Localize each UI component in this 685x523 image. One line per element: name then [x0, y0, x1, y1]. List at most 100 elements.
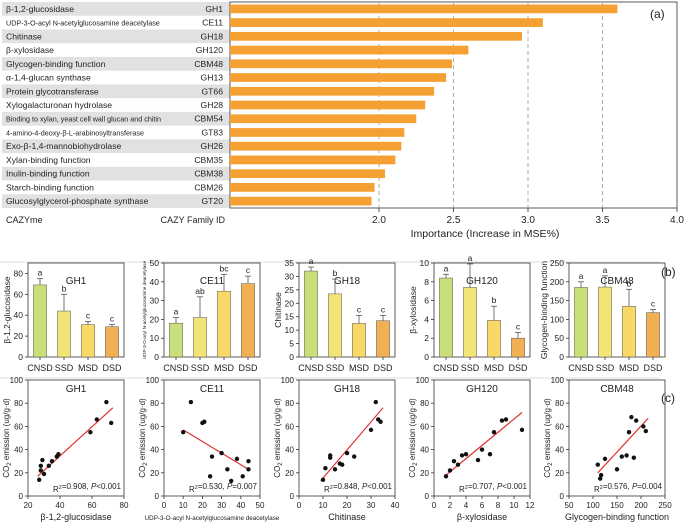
- family-id-label: GT83: [202, 127, 224, 137]
- data-point: [475, 457, 481, 463]
- scatter-subplot-gh120: GH120 0 20 40 60 80 100 CO2 emission (ug/g·d) 0 2…: [408, 376, 535, 522]
- y-tick-label: 20: [14, 331, 24, 341]
- y-tick-label: 20: [285, 298, 295, 308]
- x-tick-label: 50: [565, 501, 574, 510]
- cazyme-label: Starch-binding function: [6, 182, 94, 192]
- x-tick-label: 100: [586, 501, 600, 510]
- y-tick-label: 60: [555, 422, 564, 431]
- cazyme-label: Protein glycotransferase: [6, 86, 99, 96]
- x-tick-label: 20: [343, 501, 352, 510]
- significance-letter: a: [309, 256, 314, 266]
- y-tick-label: 100: [551, 376, 565, 385]
- y-tick-label: 80: [285, 399, 294, 408]
- family-id-label: GH120: [196, 45, 223, 55]
- plot-frame: [433, 379, 531, 497]
- significance-letter: a: [603, 265, 608, 275]
- x-category-label: MSD: [619, 363, 640, 373]
- data-point: [225, 467, 230, 472]
- data-point: [246, 467, 251, 472]
- significance-letter: ab: [195, 286, 205, 296]
- importance-bar: [230, 183, 375, 192]
- y-axis-title: Glycogen-binding function: [539, 261, 549, 360]
- y-tick-label: 20: [150, 469, 159, 478]
- significance-letter: c: [381, 304, 386, 314]
- data-point: [619, 454, 624, 459]
- y-tick-label: 0: [19, 492, 24, 501]
- importance-bar: [230, 141, 402, 151]
- x-tick-label: 2: [448, 501, 453, 510]
- x-category-label: CNSD: [568, 363, 594, 373]
- family-id-label: CBM26: [194, 182, 223, 192]
- family-id-label: GH28: [201, 100, 224, 110]
- data-point: [595, 462, 600, 467]
- x-tick-label: 40: [56, 501, 65, 510]
- x-tick-label: 60: [88, 501, 97, 510]
- subplot-title: CBM48: [600, 384, 634, 395]
- importance-bar: [230, 169, 385, 179]
- data-point: [631, 455, 636, 460]
- x-tick-label: 2.0: [372, 215, 386, 226]
- data-point: [94, 417, 100, 422]
- data-point: [40, 457, 45, 463]
- x-category-label: SSD: [326, 363, 345, 373]
- label-row-bg: [2, 111, 230, 126]
- cazyme-label: β-xylosidase: [6, 45, 54, 55]
- significance-letter: c: [86, 310, 91, 320]
- x-category-label: MSD: [349, 363, 370, 373]
- plot-frame: [163, 262, 261, 358]
- column-header-family: CAZY Family ID: [161, 215, 226, 225]
- y-tick-label: 0: [424, 352, 429, 362]
- bar: [169, 322, 183, 358]
- regression-stats: R2=0.848, P<0.001: [324, 482, 393, 494]
- x-category-label: MSD: [484, 363, 505, 373]
- data-point: [88, 430, 93, 435]
- data-point: [455, 462, 461, 467]
- significance-letter: c: [516, 322, 521, 332]
- y-tick-label: 80: [14, 268, 24, 278]
- significance-letter: c: [651, 299, 656, 309]
- subplot-title: CE11: [200, 276, 225, 287]
- panel-b-bar-charts: (b)GH1020406080β-1,2-glucosidaseaCNSDbSS…: [0, 253, 676, 373]
- data-point: [459, 453, 465, 458]
- data-point: [602, 456, 608, 462]
- bar: [217, 290, 231, 358]
- data-point: [479, 447, 485, 452]
- data-point: [328, 453, 333, 458]
- y-tick-label: 250: [550, 258, 564, 268]
- y-tick-label: 2: [424, 333, 429, 343]
- y-tick-label: 100: [146, 376, 160, 385]
- data-point: [352, 454, 357, 459]
- y-tick-label: 4: [424, 314, 429, 324]
- cazyme-label: Binding to xylan, yeast cell wall glucan…: [6, 115, 161, 124]
- x-tick-label: 4.0: [670, 215, 684, 226]
- x-category-label: DSD: [102, 363, 122, 373]
- data-point: [37, 477, 42, 482]
- y-axis-title: CO2 emission (ug/g·d): [138, 398, 149, 478]
- cazyme-label: Glycogen-binding function: [6, 59, 106, 69]
- x-category-label: SSD: [461, 363, 480, 373]
- y-tick-label: 40: [555, 446, 564, 455]
- y-tick-label: 80: [150, 399, 159, 408]
- data-point: [368, 427, 374, 433]
- regression-line: [182, 429, 251, 471]
- plot-frame: [163, 379, 261, 497]
- x-category-label: SSD: [596, 363, 615, 373]
- family-id-label: CBM48: [194, 59, 223, 69]
- x-category-label: DSD: [643, 363, 663, 373]
- x-tick-label: 10: [319, 501, 328, 510]
- significance-letter: c: [110, 314, 115, 324]
- x-tick-label: 8: [496, 501, 501, 510]
- family-id-label: GH18: [201, 31, 224, 41]
- x-tick-label: 2.5: [447, 215, 461, 226]
- y-tick-label: 5: [289, 339, 294, 349]
- importance-bar: [230, 86, 435, 96]
- data-point: [598, 476, 603, 481]
- data-point: [246, 459, 251, 464]
- x-tick-label: 200: [634, 501, 648, 510]
- data-point: [207, 474, 213, 479]
- y-tick-label: 20: [555, 469, 564, 478]
- x-axis-title: Chitinase: [328, 512, 366, 522]
- y-tick-label: 35: [285, 258, 295, 268]
